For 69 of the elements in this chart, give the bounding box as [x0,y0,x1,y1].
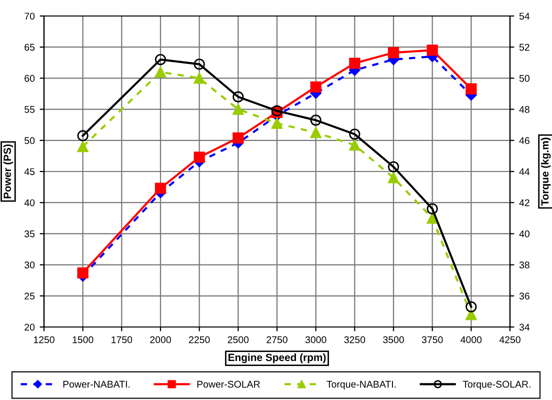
x-tick-label: 1750 [112,336,132,344]
point [154,182,166,194]
point [426,203,438,214]
y-tick-label: 50 [24,137,35,144]
y2-tick-label: 52 [519,44,530,51]
y-tick-label: 65 [24,44,35,51]
point [194,72,205,84]
point [388,172,400,184]
y-tick-label: 20 [24,324,35,331]
x-axis-title: Engine Speed (rpm) [228,353,326,364]
x-tick-label: 4250 [499,336,520,344]
legend-label: Torque-SOLAR. [462,380,530,390]
x-tick-label: 3750 [422,336,443,344]
y2-tick-label: 42 [519,199,530,206]
y-tick-label: 60 [24,74,35,82]
point [310,127,322,138]
point [310,114,322,126]
point [77,267,88,278]
x-tick-label: 2250 [189,336,210,344]
x-tick-label: 1500 [72,336,94,344]
y-tick-label: 70 [24,12,35,20]
point [349,140,360,151]
x-tick-label: 2500 [228,336,249,344]
legend-label: Torque-NABATI. [326,380,396,390]
y2-tick-label: 54 [519,12,530,20]
point [310,81,322,92]
y-tick-label: 30 [24,262,35,268]
point [388,161,400,172]
point [194,152,205,163]
y-tick-label: 40 [24,199,35,206]
x-tick-label: 3500 [383,336,404,344]
y2-tick-label: 36 [519,292,530,300]
y2-tick-label: 40 [519,230,530,238]
point [154,54,166,66]
point [232,91,244,102]
x-tick-label: 3000 [305,336,326,344]
x-tick-label: 2000 [150,336,171,344]
point [77,130,88,142]
point [388,47,400,58]
y2-tick-label: 50 [519,74,530,82]
y2-tick-label: 38 [519,262,530,268]
x-tick-label: 3250 [344,336,366,344]
x-tick-label: 2750 [266,336,288,344]
y-axis-title: Power (PS) [3,144,14,198]
y2-tick-label: 48 [519,106,530,113]
y2-tick-label: 46 [519,137,530,144]
y-tick-label: 55 [24,106,35,113]
y-tick-label: 45 [24,168,35,176]
point [466,83,477,94]
y2-tick-label: 34 [519,324,530,331]
point [466,309,477,320]
point [232,104,244,115]
point [77,141,88,152]
point [349,58,360,69]
x-tick-label: 1250 [34,336,54,344]
point [271,118,283,129]
y-tick-label: 25 [24,292,35,300]
point [194,58,205,70]
x-tick-label: 4000 [460,336,482,344]
legend-label: Power-SOLAR [197,380,260,388]
point [349,128,360,140]
point [154,66,166,78]
point [232,132,244,144]
y2-tick-label: 44 [519,168,530,176]
y2-axis-title: Torque (kg.m) [540,138,551,206]
y-tick-label: 35 [24,230,35,238]
legend-label: Power-NABATI. [63,380,130,388]
point [426,44,438,56]
point [466,301,477,312]
